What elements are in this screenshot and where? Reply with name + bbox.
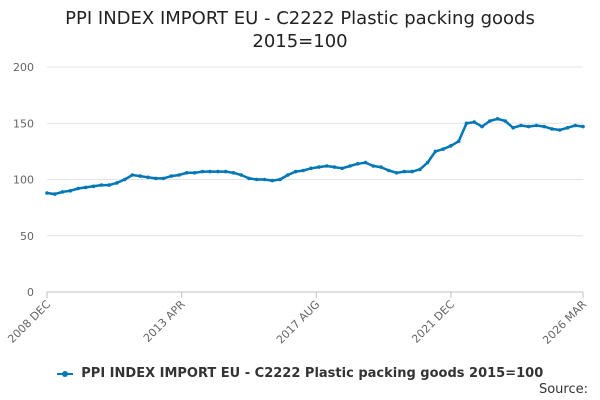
data-point [332,165,337,169]
data-point [534,123,539,128]
data-point [324,164,329,168]
data-point [99,183,104,187]
x-tick-label: 2021 DEC [409,298,457,346]
data-point [154,176,158,181]
data-point [355,162,360,166]
data-point [53,192,57,196]
data-point [208,169,212,174]
data-point [519,123,523,128]
series-line [46,117,584,196]
data-point [573,123,577,128]
chart-subtitle: 2015=100 [252,31,348,52]
data-point [169,174,174,178]
data-point [425,160,430,165]
data-point [550,127,554,131]
data-point [464,121,469,126]
data-point [456,139,461,144]
data-point [480,124,484,129]
data-point [45,191,49,195]
data-point [286,173,290,177]
x-tick-label: 2013 APR [141,298,188,345]
data-point [91,184,96,189]
y-tick-label: 0 [27,286,34,299]
data-point [441,147,446,151]
y-tick-label: 100 [13,174,34,187]
chart-title-line: PPI INDEX IMPORT EU - C2222 Plastic pack… [65,8,535,29]
data-point [348,164,352,168]
y-tick-label: 50 [20,230,34,243]
data-point [495,117,500,121]
data-point [379,165,383,169]
data-point [317,165,321,169]
data-point [371,164,376,168]
x-tick-label: 2026 MAR [540,298,589,347]
data-point [161,176,166,181]
data-point [262,177,267,182]
data-point [301,168,306,173]
data-point [557,128,562,132]
data-point [223,169,228,174]
x-tick-label: 2017 AUG [274,298,323,347]
data-point [247,176,251,181]
data-point [231,171,236,175]
data-point [488,119,492,123]
data-point [76,186,80,191]
data-point [293,169,298,174]
data-point [177,173,181,177]
data-point [200,169,205,174]
data-point [270,178,275,183]
data-point [68,189,73,193]
data-point [581,124,585,129]
data-point [185,171,189,175]
data-point [239,173,243,177]
data-point [309,166,313,171]
data-point [402,169,407,174]
chart-legend[interactable]: PPI INDEX IMPORT EU - C2222 Plastic pack… [0,366,600,381]
data-point [216,169,220,174]
data-point [542,124,546,129]
data-point [503,119,508,123]
chart-title: PPI INDEX IMPORT EU - C2222 Plastic pack… [0,7,600,53]
data-point [60,190,65,194]
data-point [363,160,368,165]
data-point [115,181,119,185]
x-tick-label: 2008 DEC [5,298,53,346]
legend-series-label: PPI INDEX IMPORT EU - C2222 Plastic pack… [81,366,544,381]
y-tick-label: 200 [13,61,34,74]
data-point [472,120,477,124]
data-point [565,126,570,130]
data-point [340,166,345,171]
data-point [130,173,135,177]
data-point [278,177,282,182]
data-point [433,149,438,154]
legend-series-marker [56,370,73,377]
data-point [146,175,150,180]
source-label: Source: [538,382,588,397]
data-point [526,124,531,129]
y-tick-label: 150 [13,117,34,130]
data-point [449,144,453,148]
data-point [418,167,422,172]
data-point [138,174,142,178]
data-point [122,177,127,182]
data-point [511,126,515,130]
data-point [394,171,399,175]
data-point [410,169,414,174]
data-point [254,177,259,182]
data-point [387,168,391,173]
data-point [192,171,197,175]
data-point [84,185,88,190]
data-point [107,183,111,187]
